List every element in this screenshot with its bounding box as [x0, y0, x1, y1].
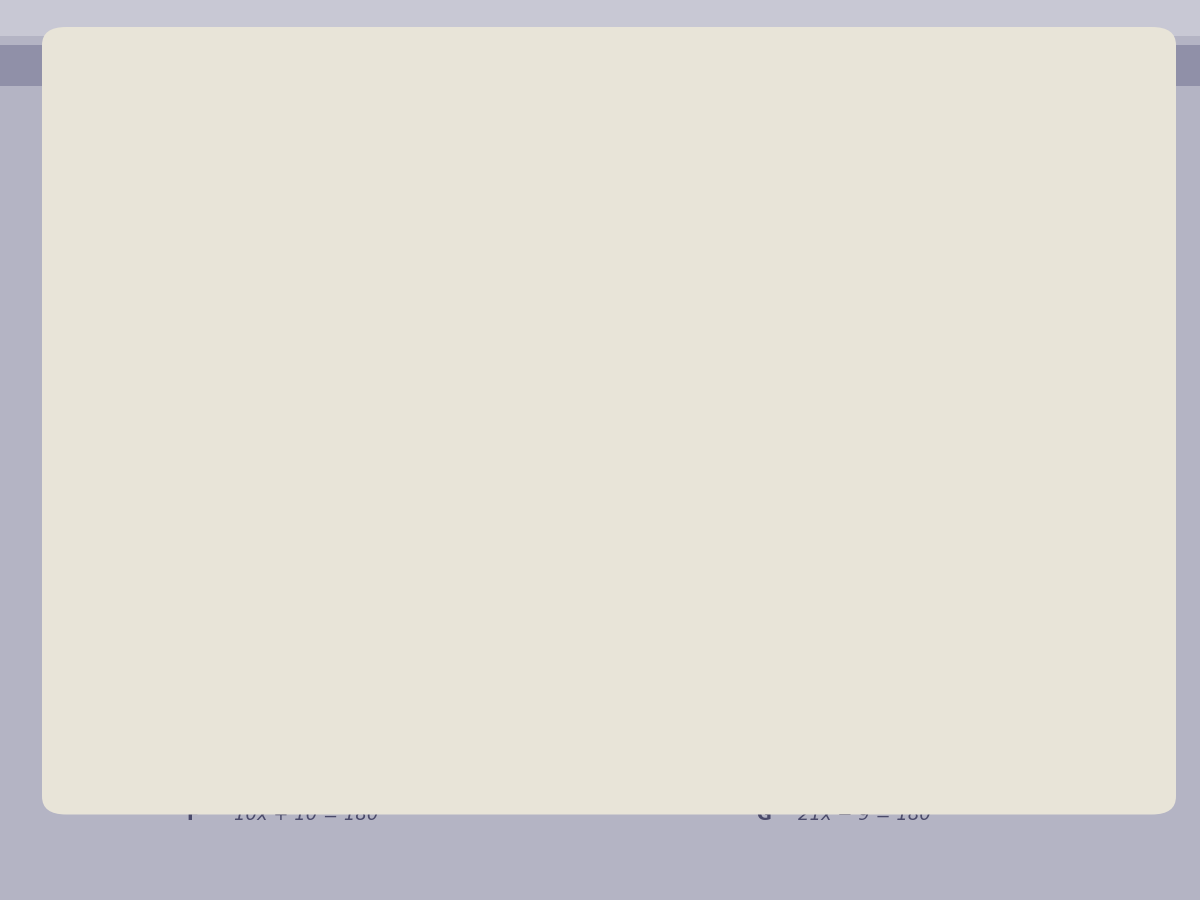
Text: 6.: 6.	[84, 58, 114, 78]
Text: B: B	[880, 466, 893, 484]
Text: 10 points: 10 points	[1074, 58, 1158, 76]
Text: 10x + 10 = 180: 10x + 10 = 180	[234, 806, 378, 824]
Text: A: A	[307, 466, 320, 484]
Text: 12x+7: 12x+7	[756, 446, 806, 462]
Text: C: C	[594, 264, 606, 282]
Text: B, and C in terms of x.: B, and C in terms of x.	[84, 173, 302, 191]
Text: The sum of all interior angles in a triangle is 180°. The triangle below shows t: The sum of all interior angles in a tria…	[84, 130, 970, 148]
Text: 9-4x: 9-4x	[612, 336, 646, 351]
Text: G: G	[756, 806, 770, 824]
Text: Which equation can be used to determine the value of x?: Which equation can be used to determine …	[84, 554, 646, 572]
Text: F: F	[186, 806, 198, 824]
Text: 21x − 9 = 180: 21x − 9 = 180	[798, 806, 931, 824]
Text: 2x-6: 2x-6	[402, 446, 436, 462]
Text: *: *	[126, 58, 136, 76]
